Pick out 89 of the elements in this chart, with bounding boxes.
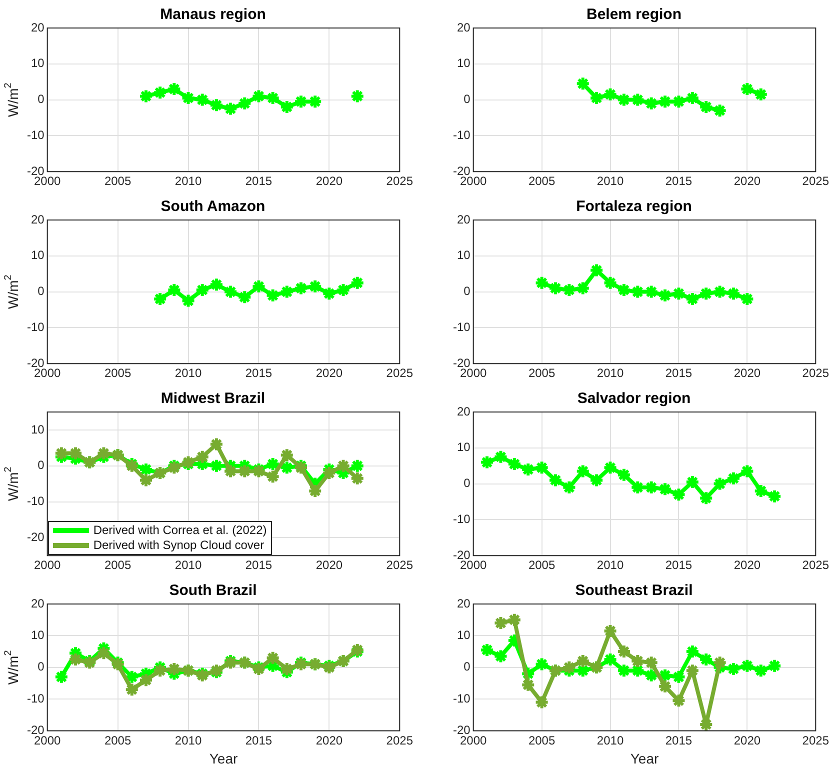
y-tick-label: 10 [30, 248, 45, 262]
chart-title: South Brazil [169, 582, 257, 600]
chart-title: Manaus region [160, 6, 266, 24]
chart-title: Belem region [586, 6, 682, 24]
x-tick-label: 2025 [802, 174, 830, 188]
y-tick-label: -10 [453, 128, 471, 142]
x-tick-label: 2005 [528, 733, 556, 748]
x-tick-label: 2010 [596, 366, 624, 380]
x-tick-label: 2010 [596, 174, 624, 188]
y-tick-label: 20 [456, 596, 471, 610]
x-tick-label: 2025 [802, 366, 830, 380]
legend-label: Derived with Correa et al. (2022) [93, 523, 267, 538]
x-tick-label: 2015 [665, 366, 692, 380]
x-tick-label: 2025 [386, 558, 414, 572]
y-tick-label: 0 [38, 92, 45, 106]
y-axis-title: W/m2 [2, 466, 21, 501]
x-tick-label: 2020 [734, 558, 761, 572]
x-tick-label: 2015 [245, 733, 272, 748]
legend-label: Derived with Synop Cloud cover [93, 538, 264, 552]
x-tick-label: 2010 [174, 558, 202, 572]
x-tick-label: 2005 [528, 174, 556, 188]
x-tick-label: 2020 [734, 366, 761, 380]
x-tick-label: 2005 [104, 733, 132, 748]
y-tick-label: -10 [27, 128, 45, 142]
x-tick-label: 2020 [734, 174, 761, 188]
chart-title: Salvador region [577, 390, 691, 408]
x-tick-label: 2010 [596, 733, 624, 748]
y-tick-label: 10 [456, 56, 471, 70]
x-tick-label: 2010 [596, 558, 624, 572]
x-tick-label: 2005 [104, 558, 132, 572]
y-tick-label: 10 [30, 422, 45, 436]
chart-title: South Amazon [160, 198, 266, 216]
x-axis-title: Year [209, 750, 238, 766]
x-tick-label: 2020 [316, 366, 343, 380]
chart-title: Midwest Brazil [160, 390, 266, 408]
y-tick-label: 10 [30, 628, 45, 642]
y-tick-label: 20 [456, 20, 471, 34]
y-axis-title: W/m2 [2, 274, 21, 309]
y-tick-label: 0 [464, 660, 471, 674]
y-tick-label: -20 [27, 530, 45, 544]
x-tick-label: 2010 [174, 174, 202, 188]
x-tick-label: 2015 [245, 174, 272, 188]
x-tick-label: 2010 [174, 366, 202, 380]
y-tick-label: -10 [27, 320, 45, 334]
y-tick-label: 0 [38, 458, 45, 472]
x-tick-label: 2005 [104, 366, 132, 380]
x-tick-label: 2000 [34, 558, 62, 572]
x-tick-label: 2015 [245, 366, 272, 380]
chart-title: Fortaleza region [576, 198, 692, 216]
chart-title: Southeast Brazil [575, 582, 693, 600]
y-tick-label: 20 [456, 212, 471, 226]
x-tick-label: 2015 [245, 558, 272, 572]
x-tick-label: 2025 [386, 366, 414, 380]
x-tick-label: 2005 [104, 174, 132, 188]
y-tick-label: -10 [27, 691, 45, 706]
y-tick-label: 10 [456, 628, 471, 642]
y-tick-label: 0 [464, 92, 471, 106]
x-tick-label: 2005 [528, 366, 556, 380]
x-tick-label: 2020 [734, 733, 761, 748]
y-tick-label: -10 [453, 320, 471, 334]
y-axis-title: W/m2 [2, 650, 21, 685]
x-tick-label: 2015 [665, 733, 692, 748]
y-tick-label: 20 [456, 404, 471, 418]
y-tick-label: 0 [464, 284, 471, 298]
x-tick-label: 2005 [528, 558, 556, 572]
y-tick-label: 10 [456, 440, 471, 454]
x-tick-label: 2025 [386, 174, 414, 188]
y-tick-label: 10 [456, 248, 471, 262]
x-tick-label: 2010 [174, 733, 202, 748]
x-tick-label: 2025 [802, 558, 830, 572]
x-tick-label: 2015 [665, 174, 692, 188]
y-tick-label: 20 [30, 212, 45, 226]
x-tick-label: 2025 [386, 733, 414, 748]
y-tick-label: -10 [27, 494, 45, 508]
y-axis-title: W/m2 [2, 82, 21, 117]
x-axis-title: Year [630, 750, 659, 766]
y-tick-label: 10 [30, 56, 45, 70]
y-tick-label: 20 [30, 20, 45, 34]
x-tick-label: 2020 [316, 733, 343, 748]
y-tick-label: 0 [464, 476, 471, 490]
y-tick-label: 20 [30, 596, 45, 610]
x-tick-label: 2020 [316, 174, 343, 188]
x-tick-label: 2015 [665, 558, 692, 572]
x-tick-label: 2020 [316, 558, 343, 572]
y-tick-label: 0 [38, 660, 45, 674]
x-tick-label: 2025 [802, 733, 830, 748]
y-tick-label: -10 [453, 512, 471, 526]
y-tick-label: -10 [453, 691, 471, 706]
y-tick-label: 0 [38, 284, 45, 298]
